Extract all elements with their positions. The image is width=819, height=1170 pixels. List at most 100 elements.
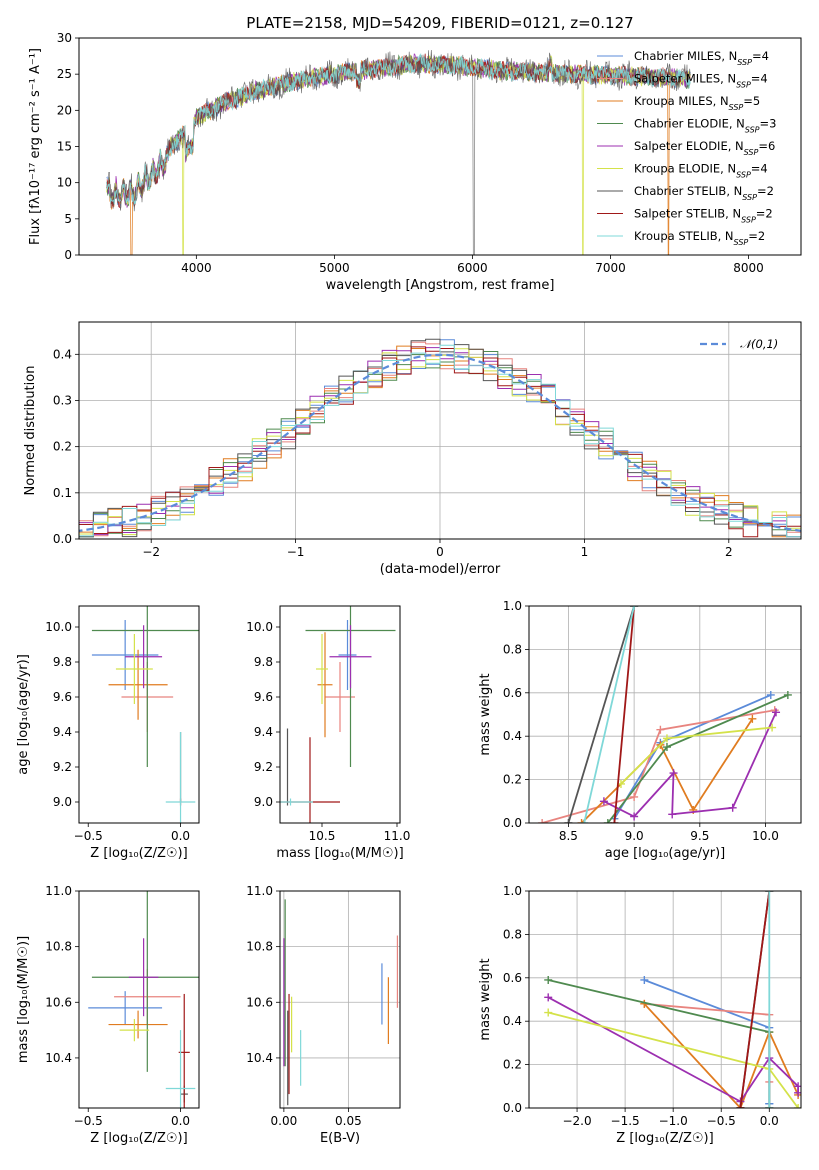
legend-entry: Kroupa STELIB, NSSP=2 <box>634 229 765 247</box>
x-tick-label: 10.0 <box>752 829 779 843</box>
axes-frame <box>78 605 200 824</box>
weight-point <box>630 606 639 610</box>
errorbars <box>280 606 396 823</box>
x-axis-label: Z [log₁₀(Z/Z☉)] <box>90 846 187 861</box>
x-axis-label: age [log₁₀(age/yr)] <box>605 846 726 861</box>
legend-value: =4 <box>752 49 769 63</box>
legend-value: =3 <box>760 117 777 131</box>
chart-title: PLATE=2158, MJD=54209, FIBERID=0121, z=0… <box>246 14 633 32</box>
weight-series-6 <box>567 606 635 823</box>
y-tick-label: 10.0 <box>246 620 273 634</box>
weight-point <box>794 1104 801 1108</box>
y-tick-label: 30 <box>57 31 72 45</box>
weight-series-8 <box>583 606 635 823</box>
y-tick-label: 10.4 <box>246 1051 273 1065</box>
y-tick-label: 9.8 <box>254 655 273 669</box>
weight-point <box>736 1104 745 1108</box>
legend-value: =2 <box>756 207 773 221</box>
weight-point <box>610 819 619 823</box>
y-tick-label: 0.6 <box>503 686 522 700</box>
weight-series-4 <box>603 711 777 818</box>
y-tick-label: 0 <box>64 248 72 262</box>
y-tick-label: 10.6 <box>246 995 273 1009</box>
weight-point <box>630 792 639 801</box>
spectrum-series-6 <box>106 49 691 255</box>
normal-curve <box>79 353 801 533</box>
x-tick-label: 0.0 <box>171 1114 190 1128</box>
y-tick-label: 0.8 <box>503 642 522 656</box>
errorbars <box>91 606 199 823</box>
y-axis-label: mass [log₁₀(M/M☉)] <box>16 936 31 1063</box>
weight-point <box>669 769 678 778</box>
legend-subscript: SSP <box>741 215 756 224</box>
weight-point <box>765 1104 774 1108</box>
y-tick-label: 9.2 <box>53 760 72 774</box>
x-tick-label: 5000 <box>319 261 350 275</box>
weight-lines <box>544 891 801 1108</box>
legend-value: =4 <box>751 72 768 86</box>
y-tick-label: 5 <box>64 212 72 226</box>
spectrum-series-5 <box>106 54 691 255</box>
weight-point <box>656 725 665 734</box>
legend-value: =4 <box>751 162 768 176</box>
x-tick-label: −2.0 <box>562 1114 591 1128</box>
axes-frame <box>528 605 802 824</box>
weight-point <box>668 810 677 819</box>
x-axis-label: Z [log₁₀(Z/Z☉)] <box>90 1131 187 1146</box>
x-tick-label: 9.0 <box>625 829 644 843</box>
y-tick-label: 0.2 <box>53 440 72 454</box>
y-tick-label: 0.4 <box>503 1014 522 1028</box>
weight-point <box>630 812 639 821</box>
y-tick-label: 0.8 <box>503 927 522 941</box>
y-tick-label: 11.0 <box>246 884 273 898</box>
y-axis-label: Flux [fλ10⁻¹⁷ erg cm⁻² s⁻¹ A⁻¹] <box>28 48 43 245</box>
legend-subscript: SSP <box>742 193 757 202</box>
axes-frame <box>78 37 802 256</box>
axes-frame <box>78 321 802 540</box>
spectrum-series-2 <box>106 56 673 255</box>
x-tick-label: 0.00 <box>271 1114 298 1128</box>
histogram-series-8 <box>79 344 801 538</box>
weight-series-2 <box>643 1003 799 1108</box>
legend-subscript: SSP <box>736 170 751 179</box>
x-tick-label: −1 <box>287 545 305 559</box>
weight-point <box>662 734 671 743</box>
y-tick-label: 11.0 <box>45 884 72 898</box>
x-tick-label: 1 <box>581 545 589 559</box>
legend-entry: Salpeter MILES, NSSP=4 <box>634 72 768 90</box>
legend-value: =6 <box>758 139 775 153</box>
axes-frame <box>78 890 200 1109</box>
x-tick-label: −1.0 <box>659 1114 688 1128</box>
spectrum-lines <box>106 49 691 255</box>
weight-series-0 <box>613 694 772 820</box>
y-tick-label: 0.4 <box>503 729 522 743</box>
x-tick-label: 0.0 <box>760 1114 779 1128</box>
errorbars <box>283 899 399 1106</box>
y-tick-label: 9.4 <box>53 725 72 739</box>
y-tick-label: 0.3 <box>53 393 72 407</box>
x-tick-label: −0.5 <box>74 829 103 843</box>
x-axis-label: mass [log₁₀(M/M☉)] <box>276 846 403 861</box>
legend-entry: Kroupa ELODIE, NSSP=4 <box>634 162 768 180</box>
y-tick-label: 9.6 <box>53 690 72 704</box>
x-tick-label: 4000 <box>181 261 212 275</box>
y-tick-label: 1.0 <box>503 884 522 898</box>
y-axis-label: mass weight <box>478 673 493 755</box>
y-tick-label: 0.0 <box>503 1101 522 1115</box>
weight-series-3 <box>547 979 771 1108</box>
axes-frame <box>528 890 802 1109</box>
y-tick-label: 10.6 <box>45 995 72 1009</box>
x-tick-label: 9.5 <box>690 829 709 843</box>
weight-point <box>772 708 781 717</box>
y-axis-label: mass weight <box>478 958 493 1040</box>
legend-entry: Chabrier MILES, NSSP=4 <box>634 49 769 67</box>
y-tick-label: 10.0 <box>45 620 72 634</box>
weight-series-1 <box>541 709 775 823</box>
y-tick-label: 0.2 <box>503 1058 522 1072</box>
y-tick-label: 10.8 <box>246 940 273 954</box>
legend-subscript: SSP <box>734 238 749 247</box>
legend-entry: Chabrier STELIB, NSSP=2 <box>634 184 774 202</box>
weight-point <box>544 975 553 984</box>
legend-value: =2 <box>748 229 765 243</box>
